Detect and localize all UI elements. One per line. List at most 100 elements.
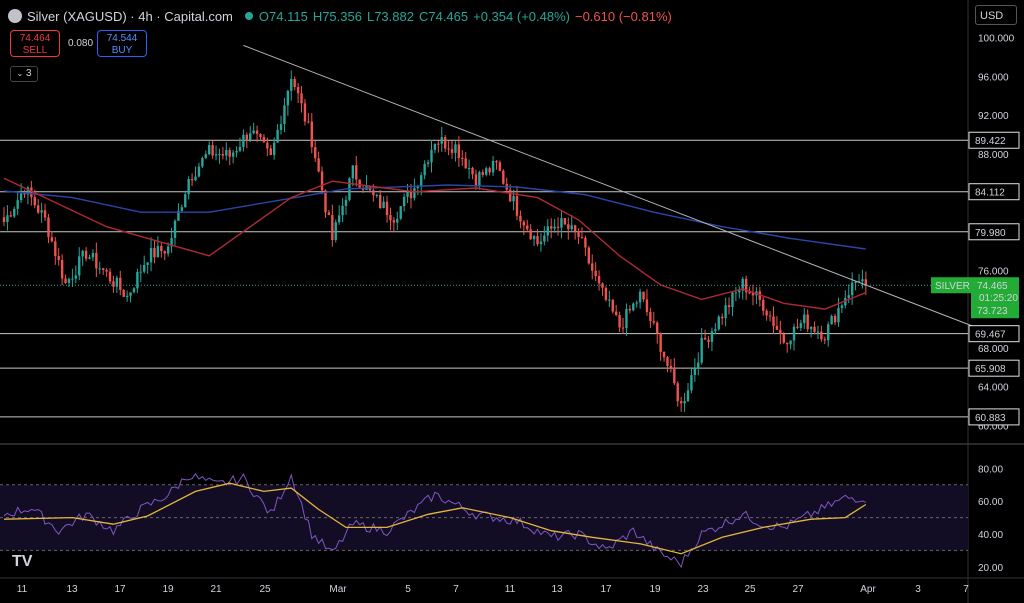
candle-body: [443, 137, 447, 149]
candle-body: [666, 357, 669, 366]
candle-body: [184, 194, 187, 208]
candle-body: [78, 256, 81, 276]
candle-body: [601, 283, 604, 288]
indicators-toggle-button[interactable]: ⌄ 3: [10, 66, 38, 82]
time-axis-tick: Apr: [860, 584, 876, 595]
candle-body: [91, 252, 95, 258]
time-axis-tick: 25: [744, 584, 756, 595]
market-open-icon: [244, 12, 253, 20]
buy-button[interactable]: 74.544 BUY: [97, 30, 147, 57]
candle-body: [375, 194, 378, 196]
candle-body: [591, 263, 594, 271]
candle-body: [813, 326, 816, 332]
candle-body: [307, 121, 310, 123]
candle-body: [809, 326, 813, 330]
candle-body: [153, 247, 156, 258]
rsi-line: [3, 472, 866, 569]
currency-select[interactable]: USD: [975, 5, 1017, 25]
candle-body: [765, 310, 768, 316]
symbol-title[interactable]: Silver (XAGUSD) · 4h · Capital.com: [27, 8, 233, 24]
candle-body: [724, 305, 727, 319]
candle-body: [396, 218, 399, 223]
candle-body: [413, 188, 416, 199]
candle-body: [146, 262, 149, 265]
candle-body: [580, 237, 584, 239]
candle-body: [231, 152, 235, 157]
candle-body: [88, 257, 91, 259]
candle-body: [577, 231, 580, 238]
spread-value: 0.080: [68, 38, 94, 49]
ma-value-label: 73.723: [977, 306, 1008, 317]
candle-body: [208, 145, 211, 155]
candle-body: [235, 150, 238, 153]
candle-body: [420, 175, 423, 187]
level-price-label: 84.112: [975, 188, 1005, 199]
candle-body: [71, 278, 74, 280]
sell-button[interactable]: 74.464 SELL: [10, 30, 60, 57]
slow-moving-average-line: [3, 184, 866, 250]
candle-body: [508, 189, 512, 202]
candle-body: [9, 215, 13, 217]
candle-body: [498, 162, 502, 171]
candle-body: [225, 150, 228, 156]
candle-body: [553, 226, 556, 229]
ohlc-close: C74.465: [418, 8, 469, 24]
candle-body: [645, 299, 649, 313]
candle-body: [604, 287, 608, 301]
candle-body: [532, 235, 536, 240]
candle-body: [43, 210, 47, 218]
ohlc-high: H75.356: [312, 8, 362, 24]
candle-body: [331, 215, 334, 241]
candle-body: [471, 167, 474, 175]
candle-body: [474, 174, 478, 186]
candle-body: [806, 314, 809, 330]
candle-body: [122, 289, 125, 297]
candle-body: [269, 148, 272, 156]
candle-body: [211, 145, 214, 156]
candle-body: [293, 78, 296, 88]
candle-body: [187, 179, 190, 195]
candle-body: [372, 190, 375, 196]
level-price-label-box: [968, 131, 1020, 149]
level-price-label-box: [968, 408, 1020, 426]
candle-body: [741, 278, 744, 291]
price-axis-tick: 64.000: [978, 383, 1009, 394]
candle-body: [101, 268, 105, 270]
candle-body: [539, 241, 543, 245]
candle-body: [262, 137, 266, 143]
candle-body: [389, 215, 392, 221]
candle-body: [300, 93, 303, 104]
candle-body: [296, 87, 300, 94]
candle-body: [170, 237, 173, 247]
candle-body: [190, 179, 194, 181]
candle-body: [686, 390, 690, 402]
candle-body: [690, 375, 693, 391]
candle-body: [751, 293, 755, 296]
candle-body: [789, 340, 792, 345]
candle-body: [744, 278, 748, 293]
time-axis-tick: 11: [505, 584, 516, 595]
candle-body: [166, 246, 170, 254]
candle-body: [447, 148, 450, 150]
candle-body: [536, 235, 539, 245]
candle-body: [84, 250, 88, 259]
level-price-label-box: [968, 223, 1020, 241]
time-axis-tick: 19: [649, 584, 661, 595]
level-price-label-box: [968, 183, 1020, 201]
candle-body: [327, 212, 331, 216]
time-axis-tick: 11: [17, 584, 28, 595]
candle-body: [324, 190, 327, 213]
candle-body: [276, 129, 279, 143]
candle-body: [669, 365, 673, 368]
candle-body: [614, 311, 618, 316]
candle-body: [204, 154, 207, 159]
candle-body: [317, 158, 320, 172]
candle-body: [26, 187, 30, 195]
candle-body: [433, 143, 437, 150]
candle-body: [249, 133, 252, 140]
candle-body: [693, 368, 697, 376]
candle-body: [450, 149, 454, 153]
candle-body: [837, 307, 840, 323]
time-axis-tick: 7: [963, 584, 969, 595]
